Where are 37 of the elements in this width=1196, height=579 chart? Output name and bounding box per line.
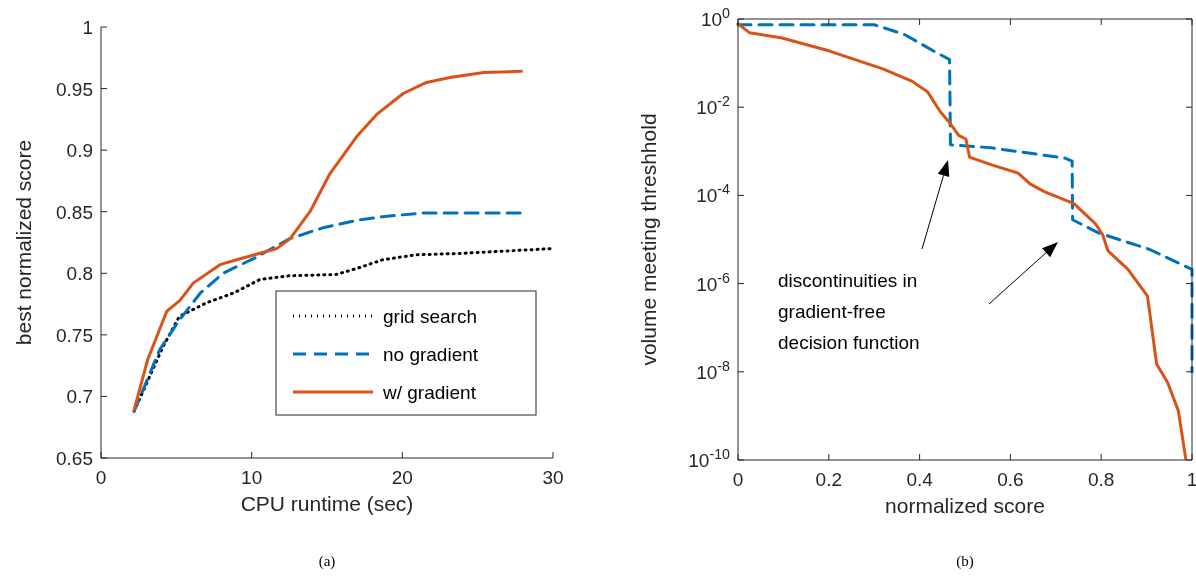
x-tick-label: 20 <box>391 467 413 488</box>
annotation: discontinuities in gradient-free decision function <box>778 270 920 353</box>
y-tick-label: 0.9 <box>66 140 93 162</box>
x-axis-title: CPU runtime (sec) <box>240 492 414 515</box>
y-axis-title: volume meeting threshhold <box>637 113 660 366</box>
text: (b) <box>956 553 974 570</box>
y-tick-label: 10$^{-2}$ <box>696 93 731 119</box>
x-tick-label: 0.8 <box>1087 469 1115 490</box>
legend-label: w/ gradient <box>382 382 477 403</box>
y-tick-label: 10$^{-10}$ <box>688 446 731 471</box>
line-series <box>132 211 523 413</box>
y-tick-label: 10$^{0}$ <box>700 5 731 30</box>
y-axis-title: best normalized score <box>12 139 35 346</box>
y-tick-label: 10$^{-8}$ <box>696 357 731 383</box>
x-tick-label: 0 <box>95 467 107 488</box>
x-tick-label: 0.4 <box>906 469 934 490</box>
x-tick-label: 1 <box>1186 469 1196 490</box>
line-series <box>736 22 1188 460</box>
y-tick-label: 10$^{-6}$ <box>696 269 731 295</box>
y-tick-label: 0.8 <box>66 263 93 285</box>
y-tick-label: 0.7 <box>66 386 93 408</box>
legend-label: no gradient <box>383 344 479 365</box>
x-tick-label: 0.2 <box>815 469 843 490</box>
y-tick-label: 0.65 <box>56 448 93 469</box>
line-series <box>132 69 523 412</box>
y-tick-label: 0.75 <box>56 324 93 346</box>
legend-label: grid search <box>383 306 477 327</box>
x-tick-label: 0.6 <box>997 469 1024 490</box>
text: (a) <box>318 553 336 570</box>
x-tick-label: 0 <box>732 469 744 490</box>
x-axis-title: normalized score <box>885 494 1045 517</box>
y-tick-label: 1 <box>82 17 93 38</box>
x-tick-label: 10 <box>241 467 263 488</box>
y-tick-label: 10$^{-4}$ <box>696 181 731 207</box>
x-tick-label: 30 <box>542 467 564 488</box>
y-tick-label: 0.95 <box>56 78 93 100</box>
y-tick-label: 0.85 <box>56 201 93 223</box>
